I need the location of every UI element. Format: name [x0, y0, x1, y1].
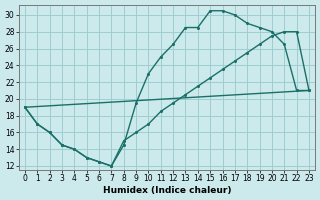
- X-axis label: Humidex (Indice chaleur): Humidex (Indice chaleur): [103, 186, 231, 195]
